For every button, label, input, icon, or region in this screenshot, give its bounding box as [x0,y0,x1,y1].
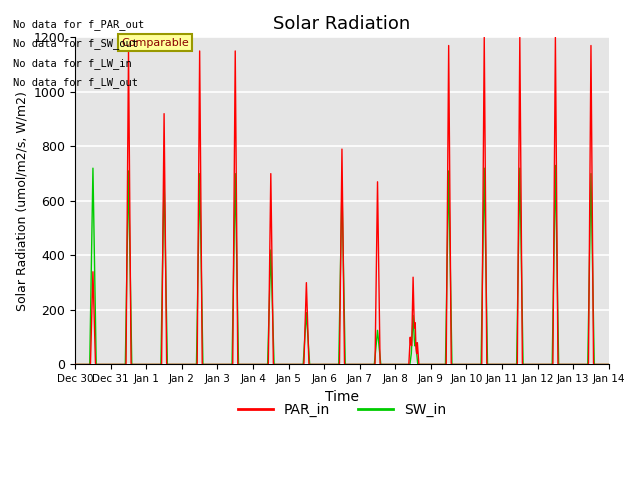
X-axis label: Time: Time [325,390,359,404]
Text: Comparable: Comparable [122,37,189,48]
Legend: PAR_in, SW_in: PAR_in, SW_in [232,397,451,423]
Text: No data for f_LW_in: No data for f_LW_in [13,58,132,69]
Text: No data for f_SW_out: No data for f_SW_out [13,38,138,49]
Text: No data for f_PAR_out: No data for f_PAR_out [13,19,144,30]
Title: Solar Radiation: Solar Radiation [273,15,411,33]
Text: No data for f_LW_out: No data for f_LW_out [13,77,138,88]
Y-axis label: Solar Radiation (umol/m2/s, W/m2): Solar Radiation (umol/m2/s, W/m2) [15,91,28,311]
